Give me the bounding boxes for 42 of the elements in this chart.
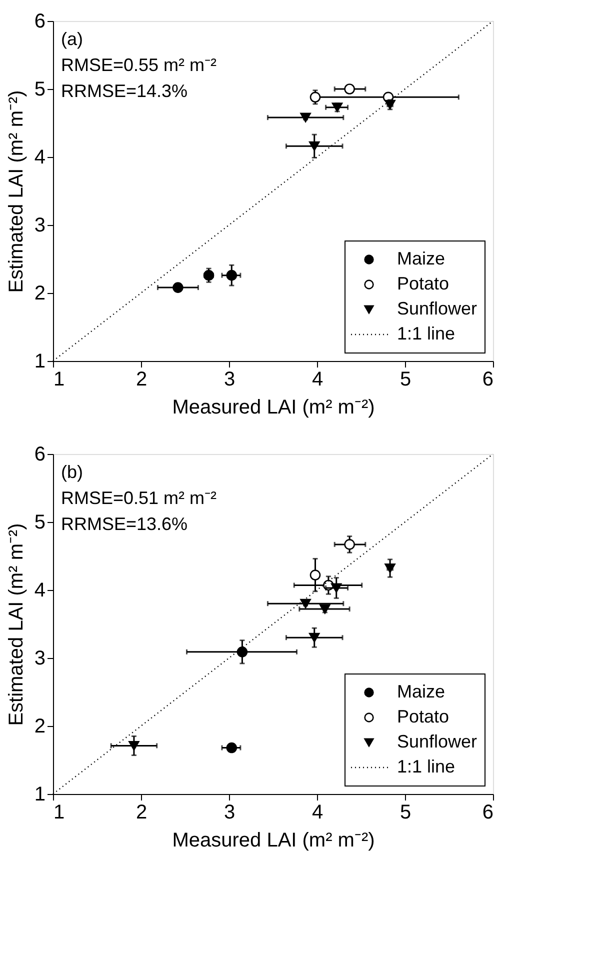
x-tick-label: 3 xyxy=(224,368,236,390)
y-tick-label: 1 xyxy=(34,350,46,372)
y-tick-label: 1 xyxy=(34,784,46,806)
legend-label: 1:1 line xyxy=(397,756,456,776)
y-tick-label: 3 xyxy=(34,648,46,670)
legend-label: 1:1 line xyxy=(397,324,456,344)
x-axis-title: Measured LAI (m² m⁻²) xyxy=(172,830,375,852)
x-tick-label: 6 xyxy=(482,368,494,390)
legend-label: Maize xyxy=(397,248,446,268)
annotation: RMSE=0.51 m² m⁻² xyxy=(61,488,217,508)
legend-label: Potato xyxy=(397,706,450,726)
x-tick-label: 1 xyxy=(54,802,65,824)
annotation: RRMSE=14.3% xyxy=(61,81,188,101)
y-axis-title: Estimated LAI (m² m⁻²) xyxy=(5,90,28,293)
legend-label: Maize xyxy=(397,682,446,702)
annotation: (b) xyxy=(61,462,83,482)
x-tick-label: 4 xyxy=(312,368,324,390)
annotation: RMSE=0.55 m² m⁻² xyxy=(61,55,217,75)
y-tick-label: 6 xyxy=(34,444,46,466)
x-tick-label: 2 xyxy=(136,802,148,824)
x-tick-label: 5 xyxy=(400,368,412,390)
y-tick-label: 2 xyxy=(34,282,46,304)
y-tick-label: 2 xyxy=(34,716,46,738)
annotation: RRMSE=13.6% xyxy=(61,514,188,534)
y-tick-label: 5 xyxy=(34,78,46,100)
x-axis-title: Measured LAI (m² m⁻²) xyxy=(172,396,375,418)
x-tick-label: 2 xyxy=(136,368,148,390)
x-tick-label: 4 xyxy=(312,802,324,824)
y-tick-label: 4 xyxy=(34,146,46,168)
y-tick-label: 3 xyxy=(34,214,46,236)
x-tick-label: 1 xyxy=(54,368,65,390)
legend-label: Sunflower xyxy=(397,298,478,318)
legend-label: Sunflower xyxy=(397,732,478,752)
x-tick-label: 6 xyxy=(482,802,494,824)
x-tick-label: 5 xyxy=(400,802,412,824)
y-tick-label: 4 xyxy=(34,580,46,602)
y-tick-label: 5 xyxy=(34,512,46,534)
y-axis-title: Estimated LAI (m² m⁻²) xyxy=(5,523,28,726)
x-tick-label: 3 xyxy=(224,802,236,824)
y-tick-label: 6 xyxy=(34,10,46,32)
annotation: (a) xyxy=(61,29,83,49)
legend-label: Potato xyxy=(397,274,450,294)
